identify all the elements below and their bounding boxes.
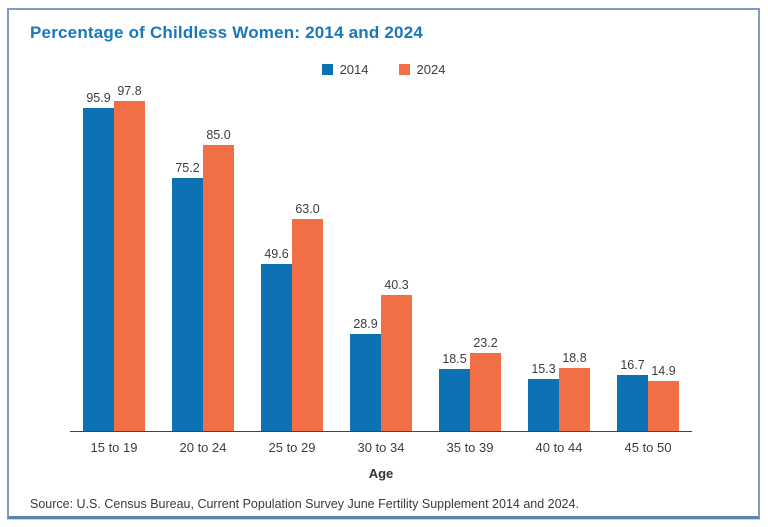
bar-2014: 15.3 bbox=[528, 362, 559, 431]
legend-label-2014: 2014 bbox=[339, 62, 369, 77]
bar-2024: 63.0 bbox=[292, 202, 323, 431]
bar-2014: 49.6 bbox=[261, 247, 292, 431]
bar-2014: 18.5 bbox=[439, 352, 470, 431]
bar-value-label: 28.9 bbox=[353, 316, 378, 331]
bar-value-label: 18.5 bbox=[442, 351, 467, 366]
bar-value-label: 85.0 bbox=[206, 127, 231, 142]
bar-2014: 75.2 bbox=[172, 161, 203, 431]
bar-2014: 28.9 bbox=[350, 317, 381, 431]
bar-value-label: 95.9 bbox=[86, 90, 111, 105]
bar-2024: 97.8 bbox=[114, 84, 145, 431]
bar-2024: 14.9 bbox=[648, 364, 679, 431]
x-tick-label: 35 to 39 bbox=[446, 440, 494, 455]
bar-2014: 16.7 bbox=[617, 358, 648, 431]
x-tick-label: 15 to 19 bbox=[90, 440, 138, 455]
bar-group: 49.6 63.0 bbox=[261, 202, 323, 431]
bar-group: 75.2 85.0 bbox=[172, 128, 234, 431]
bar-value-label: 18.8 bbox=[562, 350, 587, 365]
bars-row: 95.9 97.8 75.2 85.0 49.6 63.0 28.9 40.3 18.5 23.2… bbox=[70, 84, 692, 431]
bar-value-label: 15.3 bbox=[531, 362, 556, 377]
bar-group: 95.9 97.8 bbox=[83, 84, 145, 431]
bar-value-label: 63.0 bbox=[295, 201, 320, 216]
bar-2024: 40.3 bbox=[381, 278, 412, 431]
legend-item-2014: 2014 bbox=[321, 62, 369, 77]
legend-label-2024: 2024 bbox=[416, 62, 446, 77]
bar-2014: 95.9 bbox=[83, 91, 114, 431]
x-tick-label: 20 to 24 bbox=[179, 440, 227, 455]
source-note: Source: U.S. Census Bureau, Current Popu… bbox=[30, 497, 579, 511]
x-tick-label: 45 to 50 bbox=[624, 440, 672, 455]
bar-value-label: 49.6 bbox=[264, 246, 289, 261]
bar-2024: 18.8 bbox=[559, 351, 590, 431]
bar-2024: 23.2 bbox=[470, 336, 501, 431]
x-axis-line bbox=[70, 431, 692, 432]
bar-value-label: 16.7 bbox=[620, 357, 645, 372]
x-tick-label: 25 to 29 bbox=[268, 440, 316, 455]
bar-value-label: 23.2 bbox=[473, 335, 498, 350]
bar-value-label: 14.9 bbox=[651, 363, 676, 378]
bar-2024: 85.0 bbox=[203, 128, 234, 431]
bar-group: 28.9 40.3 bbox=[350, 278, 412, 431]
x-tick-label: 40 to 44 bbox=[535, 440, 583, 455]
chart-frame: Percentage of Childless Women: 2014 and … bbox=[7, 8, 760, 519]
legend-swatch-2014-icon bbox=[321, 64, 333, 75]
x-tick-label: 30 to 34 bbox=[357, 440, 405, 455]
bar-group: 18.5 23.2 bbox=[439, 336, 501, 431]
legend: 2014 2024 bbox=[9, 62, 758, 77]
legend-item-2024: 2024 bbox=[398, 62, 446, 77]
legend-swatch-2024-icon bbox=[398, 64, 410, 75]
bar-value-label: 40.3 bbox=[384, 278, 409, 293]
bar-group: 16.7 14.9 bbox=[617, 358, 679, 431]
chart-title: Percentage of Childless Women: 2014 and … bbox=[30, 23, 424, 42]
bar-value-label: 97.8 bbox=[117, 84, 142, 99]
bar-group: 15.3 18.8 bbox=[528, 351, 590, 431]
bar-value-label: 75.2 bbox=[175, 160, 200, 175]
x-axis-ticks: 15 to 19 20 to 24 25 to 29 30 to 34 35 to 39… bbox=[70, 440, 692, 455]
x-axis-title: Age bbox=[368, 466, 394, 481]
